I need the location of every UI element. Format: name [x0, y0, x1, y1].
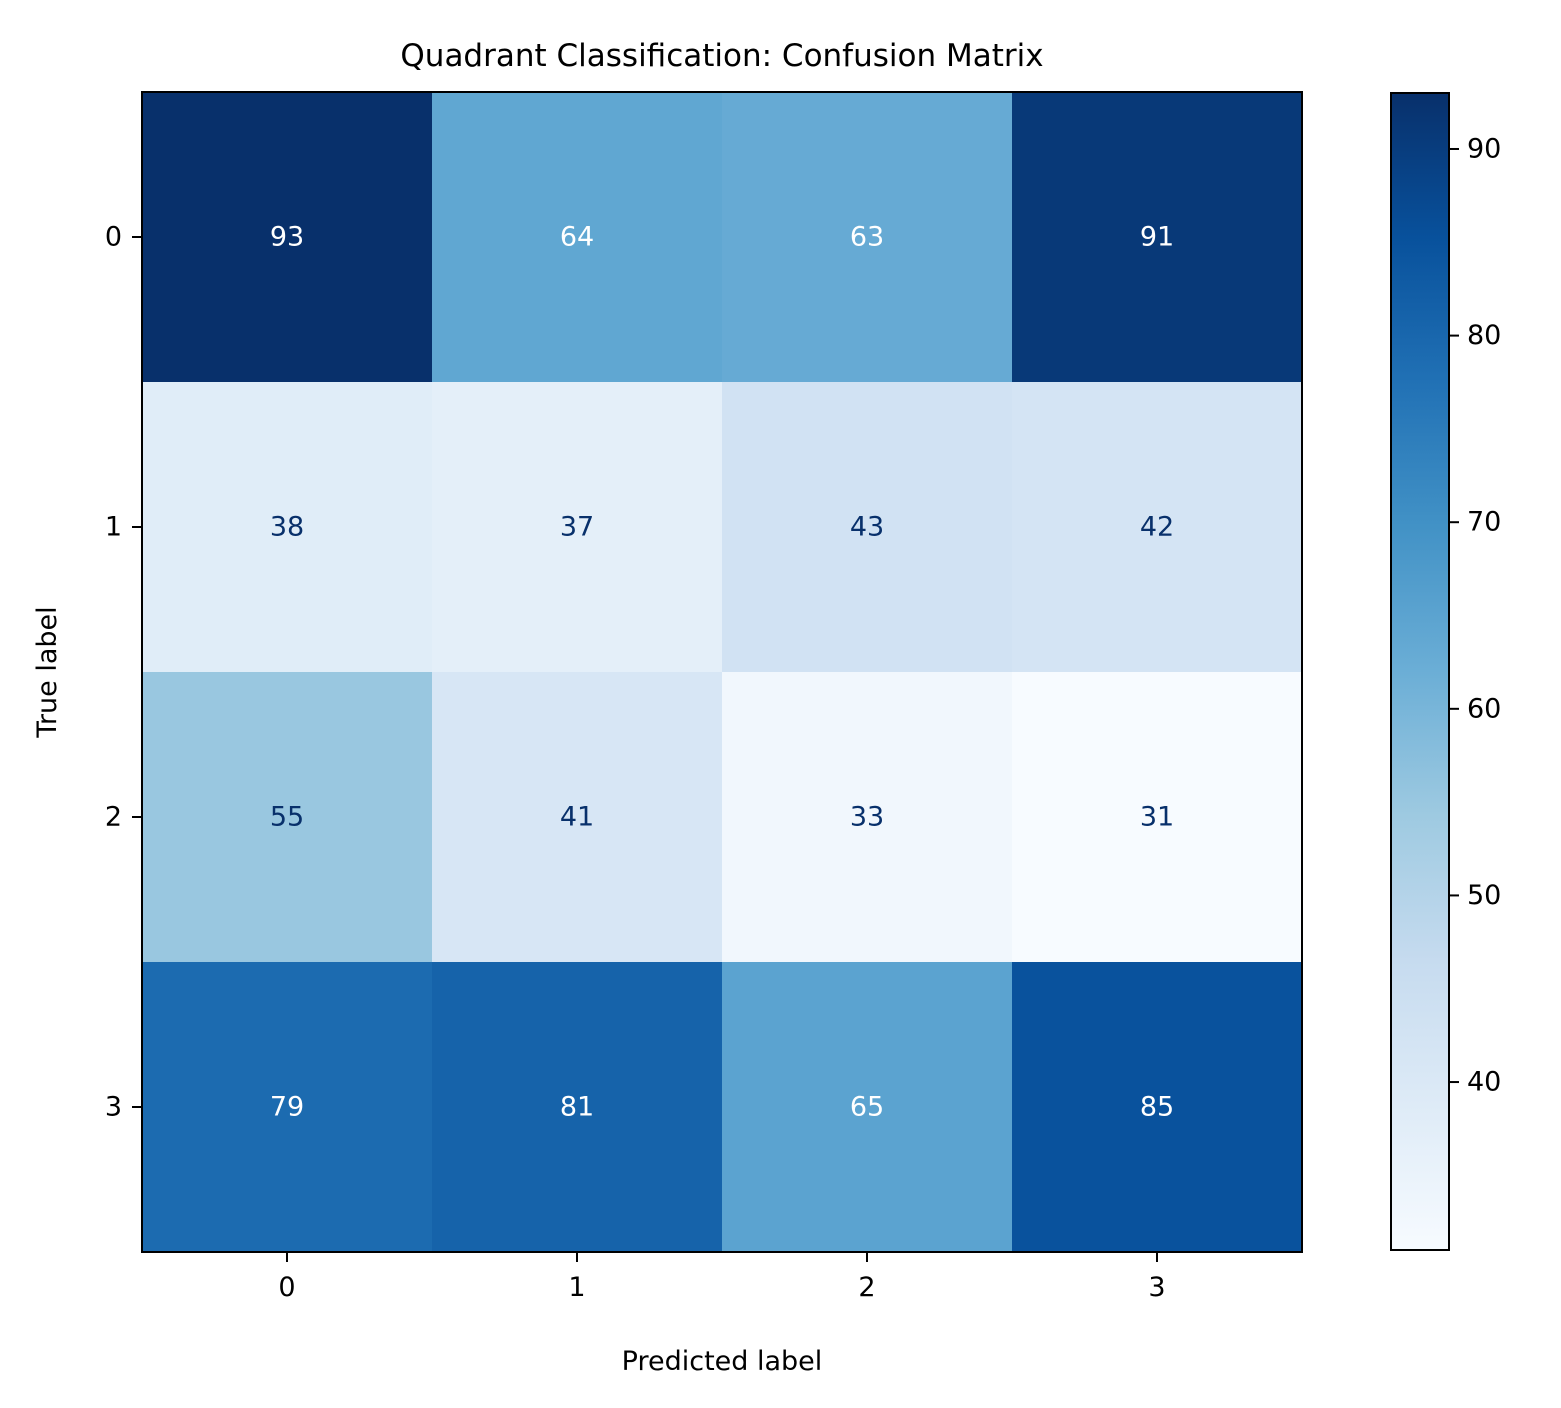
heatmap-cell: [142, 92, 433, 383]
colorbar-tick-label: 70: [1467, 507, 1501, 538]
colorbar-tick-label: 80: [1467, 320, 1501, 351]
cell-value-label: 79: [270, 1092, 304, 1123]
cell-value-label: 91: [1140, 222, 1174, 253]
cell-value-label: 55: [270, 802, 304, 833]
heatmap-cell: [142, 672, 433, 963]
cell-value-label: 42: [1140, 512, 1174, 543]
x-tick-label: 3: [1148, 1272, 1165, 1303]
heatmap-cell: [142, 382, 433, 673]
heatmap-cell: [1012, 672, 1303, 963]
heatmap-cell: [432, 962, 723, 1253]
x-tick-label: 1: [568, 1272, 585, 1303]
heatmap-cell: [722, 92, 1013, 383]
x-tick-label: 0: [278, 1272, 295, 1303]
colorbar-tick-label: 60: [1467, 693, 1501, 724]
colorbar: [1390, 92, 1450, 1251]
heatmap-cell: [432, 92, 723, 383]
cell-value-label: 38: [270, 512, 304, 543]
chart-title: Quadrant Classification: Confusion Matri…: [400, 38, 1043, 74]
heatmap-cell: [722, 962, 1013, 1253]
heatmap-cells: [142, 92, 1303, 1253]
y-tick-label: 1: [105, 512, 122, 543]
cell-value-label: 33: [850, 802, 884, 833]
heatmap-cell: [1012, 382, 1303, 673]
x-tick-label: 2: [858, 1272, 875, 1303]
x-axis-ticks: 0 1 2 3: [278, 1252, 1166, 1303]
y-axis-label: True label: [32, 606, 63, 738]
cell-value-label: 64: [560, 222, 594, 253]
x-axis-label: Predicted label: [622, 1346, 823, 1377]
heatmap-cell: [1012, 962, 1303, 1253]
cell-value-label: 43: [850, 512, 884, 543]
y-tick-label: 3: [105, 1092, 122, 1123]
cell-value-label: 85: [1140, 1092, 1174, 1123]
y-tick-label: 0: [105, 222, 122, 253]
heatmap-cell: [432, 672, 723, 963]
cell-value-label: 63: [850, 222, 884, 253]
colorbar-ticks: 40 50 60 70 80 90: [1449, 133, 1501, 1098]
heatmap-cell-labels: 93 64 63 91 38 37 43 42 55 41 33 31 79 81 65 85: [270, 222, 1174, 1123]
heatmap-cell: [722, 672, 1013, 963]
cell-value-label: 65: [850, 1092, 884, 1123]
cell-value-label: 81: [560, 1092, 594, 1123]
cell-value-label: 41: [560, 802, 594, 833]
cell-value-label: 93: [270, 222, 304, 253]
heatmap-cell: [722, 382, 1013, 673]
heatmap-cell: [1012, 92, 1303, 383]
y-tick-label: 2: [105, 802, 122, 833]
colorbar-tick-label: 50: [1467, 880, 1501, 911]
cell-value-label: 31: [1140, 802, 1174, 833]
heatmap-cell: [142, 962, 433, 1253]
colorbar-tick-label: 40: [1467, 1067, 1501, 1098]
colorbar-tick-label: 90: [1467, 133, 1501, 164]
cell-value-label: 37: [560, 512, 594, 543]
heatmap-cell: [432, 382, 723, 673]
y-axis-ticks: 0 1 2 3: [105, 222, 142, 1123]
plot-frame: [141, 91, 1303, 1253]
